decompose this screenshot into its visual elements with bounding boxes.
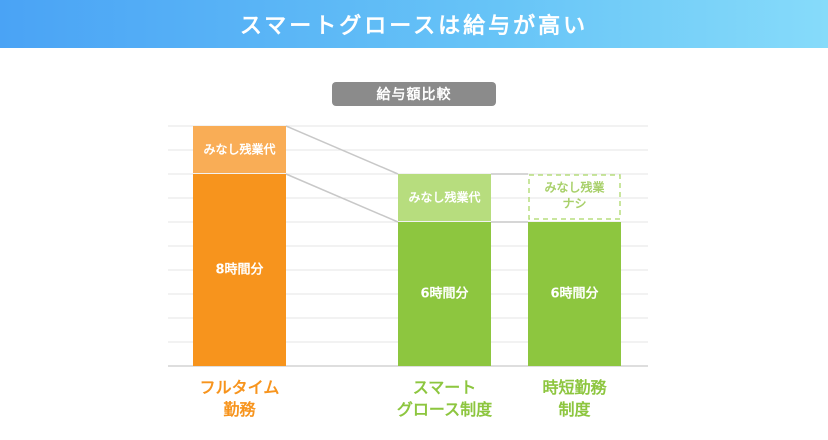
bar-top-label: みなし残業 xyxy=(544,180,605,195)
bar-base xyxy=(193,174,286,366)
connector-line xyxy=(285,125,399,175)
category-label: スマート グロース制度 xyxy=(396,378,493,419)
bar-top-label: みなし残業代 xyxy=(408,190,480,205)
bar-top xyxy=(193,126,286,173)
category-label: 時短勤務 制度 xyxy=(542,378,607,419)
bar-base xyxy=(528,222,621,366)
header-banner: スマートグロースは給与が高い xyxy=(0,0,828,48)
bar-base xyxy=(398,222,491,366)
chart-title: 給与額比較 xyxy=(332,82,496,106)
bar-base-label: 8時間分 xyxy=(215,262,263,278)
bar-top-label: ナシ xyxy=(562,197,586,211)
bar-base-label: 6時間分 xyxy=(550,286,598,302)
bar-top-dashed xyxy=(528,174,621,220)
connector-line xyxy=(285,173,399,223)
bar-top xyxy=(398,174,491,221)
bar-top-label: みなし残業代 xyxy=(203,142,275,157)
bar-base-label: 6時間分 xyxy=(420,286,468,302)
page-title: スマートグロースは給与が高い xyxy=(239,14,589,39)
category-label: フルタイム 勤務 xyxy=(199,378,280,419)
